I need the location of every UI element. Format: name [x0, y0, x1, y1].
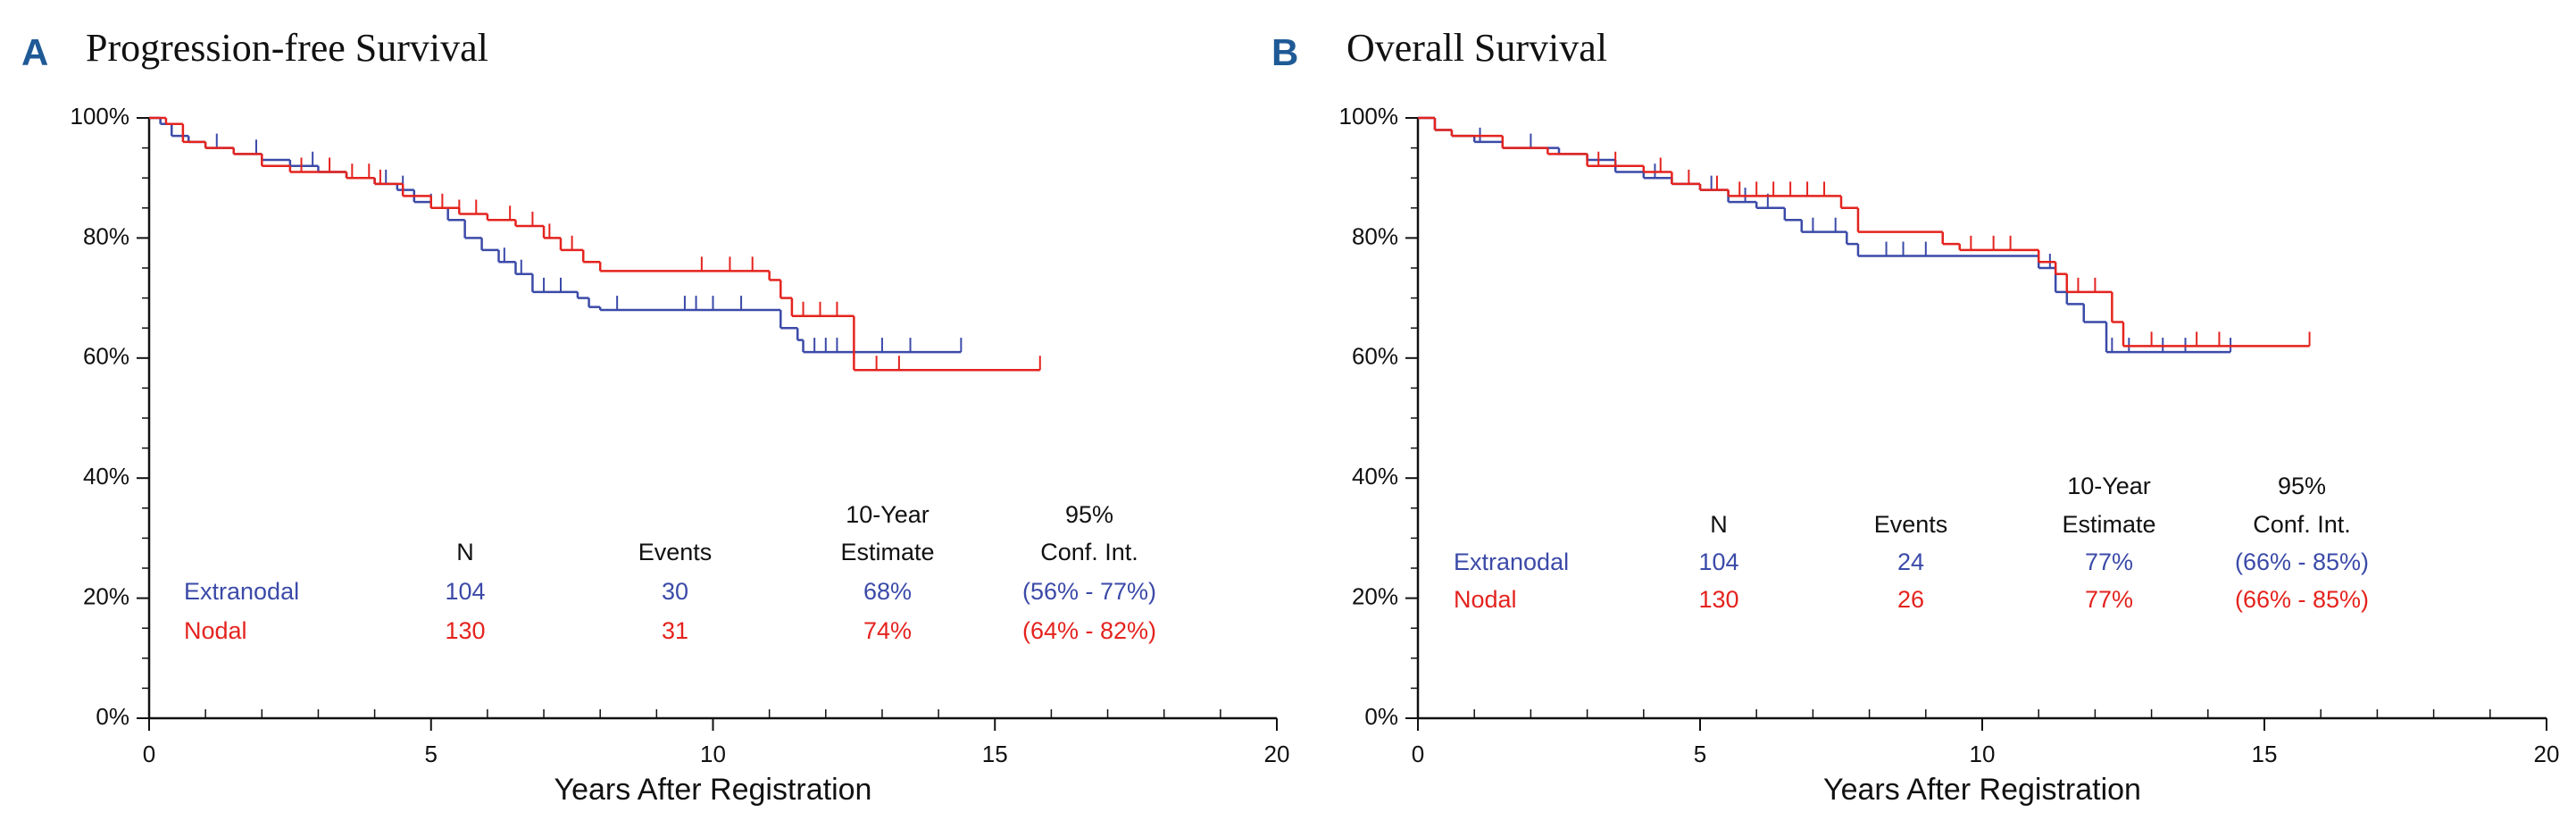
table-cell: 130: [1698, 586, 1738, 613]
table-header: 95%: [2278, 473, 2326, 499]
x-axis-label: Years After Registration: [1823, 773, 2141, 807]
table-header: N: [456, 539, 474, 565]
table-cell: 26: [1897, 586, 1924, 613]
legend-label: Nodal: [1454, 586, 1517, 613]
y-tick-label: 40%: [1352, 463, 1398, 490]
y-tick-label: 60%: [83, 343, 129, 370]
table-header: 10-Year: [846, 501, 930, 528]
x-axis-label: Years After Registration: [554, 773, 872, 807]
y-tick-label: 0%: [1364, 703, 1398, 730]
table-header: Conf. Int.: [1040, 539, 1138, 565]
table-cell: 30: [662, 578, 688, 605]
y-tick-label: 0%: [96, 703, 129, 730]
y-tick-label: 80%: [83, 222, 129, 249]
survival-curve: [149, 116, 1041, 372]
y-tick-label: 100%: [1339, 103, 1399, 130]
table-cell: (64% - 82%): [1022, 617, 1156, 644]
y-tick-label: 40%: [83, 463, 129, 490]
table-header: Estimate: [2062, 511, 2155, 538]
table-header: N: [1710, 511, 1728, 538]
x-tick-label: 0: [1412, 741, 1424, 767]
x-tick-label: 15: [982, 741, 1008, 767]
x-tick-label: 15: [2252, 741, 2278, 767]
x-tick-label: 20: [1264, 741, 1290, 767]
table-cell: 104: [445, 578, 485, 605]
survival-curve: [1418, 116, 2311, 348]
table-cell: 77%: [2085, 548, 2133, 575]
table-cell: 68%: [863, 578, 912, 605]
table-header: Events: [638, 539, 713, 565]
table-cell: 31: [662, 617, 688, 644]
x-tick-label: 5: [425, 741, 438, 767]
y-tick-label: 80%: [1352, 222, 1398, 249]
table-cell: 130: [445, 617, 485, 644]
chart-title: Overall Survival: [1346, 26, 1607, 70]
y-tick-label: 100%: [71, 103, 130, 130]
table-cell: (56% - 77%): [1022, 578, 1156, 605]
table-cell: 104: [1698, 548, 1738, 575]
y-tick-label: 60%: [1352, 343, 1398, 370]
x-tick-label: 5: [1694, 741, 1706, 767]
chart-title: Progression-free Survival: [86, 26, 488, 70]
y-tick-label: 20%: [1352, 582, 1398, 609]
table-header: Events: [1874, 511, 1948, 538]
table-cell: (66% - 85%): [2235, 586, 2369, 613]
table-header: 95%: [1065, 501, 1113, 528]
table-cell: 74%: [863, 617, 912, 644]
survival-curve: [1418, 116, 2232, 354]
table-header: Conf. Int.: [2253, 511, 2351, 538]
table-cell: 77%: [2085, 586, 2133, 613]
panel-letter: A: [21, 31, 48, 73]
x-tick-label: 20: [2534, 741, 2560, 767]
table-header: 10-Year: [2067, 473, 2151, 499]
panel-letter: B: [1271, 31, 1298, 73]
legend-label: Extranodal: [1454, 548, 1569, 575]
chart-panel: A Progression-free Survival 0% 20% 40% 60% 80%…: [21, 26, 1289, 807]
table-header: Estimate: [840, 539, 934, 565]
x-tick-label: 10: [1970, 741, 1996, 767]
x-tick-label: 10: [700, 741, 726, 767]
legend-label: Nodal: [184, 617, 247, 644]
table-cell: (66% - 85%): [2235, 548, 2369, 575]
table-cell: 24: [1897, 548, 1924, 575]
y-tick-label: 20%: [83, 582, 129, 609]
chart-panel: B Overall Survival 0% 20% 40% 60% 80% 100% 0 5 10 1…: [1271, 26, 2559, 807]
x-tick-label: 0: [143, 741, 155, 767]
legend-label: Extranodal: [184, 578, 299, 605]
